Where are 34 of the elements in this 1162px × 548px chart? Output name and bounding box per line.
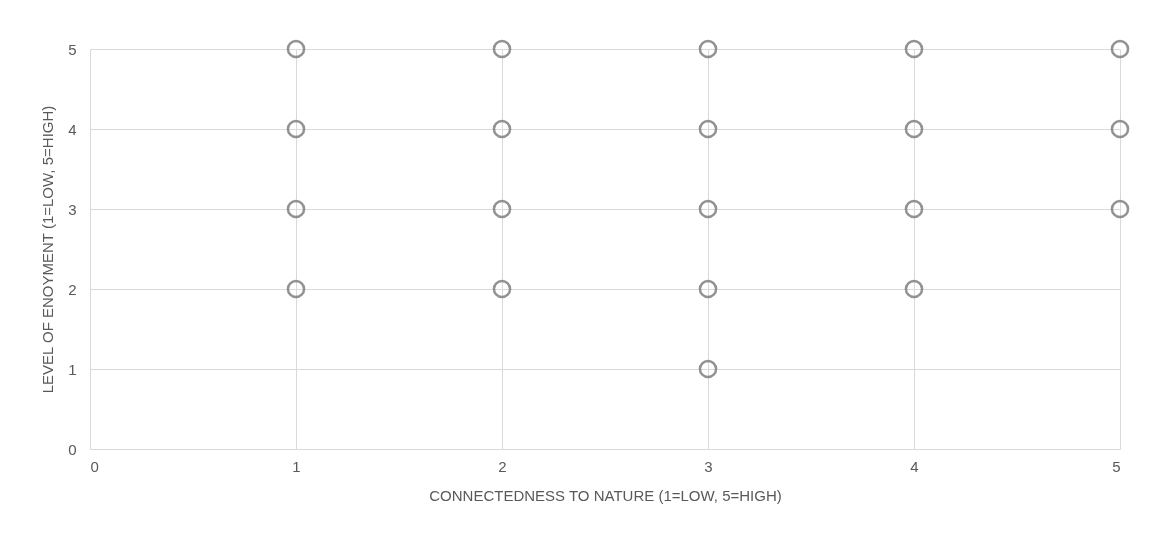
point xyxy=(492,119,512,139)
point xyxy=(286,119,306,139)
point xyxy=(698,199,718,219)
point xyxy=(492,279,512,299)
x-tick-label: 1 xyxy=(292,457,301,475)
point xyxy=(698,39,718,59)
point xyxy=(904,279,924,299)
point xyxy=(904,39,924,59)
x-axis-title: CONNECTEDNESS TO NATURE (1=LOW, 5=HIGH) xyxy=(429,486,782,504)
x-tick-label: 3 xyxy=(704,457,713,475)
point xyxy=(1110,39,1130,59)
point xyxy=(1110,119,1130,139)
point xyxy=(698,279,718,299)
point xyxy=(492,39,512,59)
point xyxy=(286,199,306,219)
y-tick-label: 5 xyxy=(68,40,77,58)
y-tick-label: 4 xyxy=(68,120,77,138)
point xyxy=(698,359,718,379)
x-tick-label: 5 xyxy=(1112,457,1121,475)
x-tick-label: 4 xyxy=(910,457,919,475)
x-tick-label: 2 xyxy=(498,457,507,475)
point xyxy=(492,199,512,219)
y-tick-label: 1 xyxy=(68,360,77,378)
point xyxy=(904,119,924,139)
point xyxy=(286,39,306,59)
y-axis-title: LEVEL OF ENOYMENT (1=LOW, 5=HIGH) xyxy=(39,105,57,394)
y-tick-label: 2 xyxy=(68,280,77,298)
point xyxy=(286,279,306,299)
x-tick-label: 0 xyxy=(90,457,99,475)
point xyxy=(904,199,924,219)
point xyxy=(698,119,718,139)
y-tick-label: 0 xyxy=(68,440,77,458)
y-tick-label: 3 xyxy=(68,200,77,218)
point xyxy=(1110,199,1130,219)
